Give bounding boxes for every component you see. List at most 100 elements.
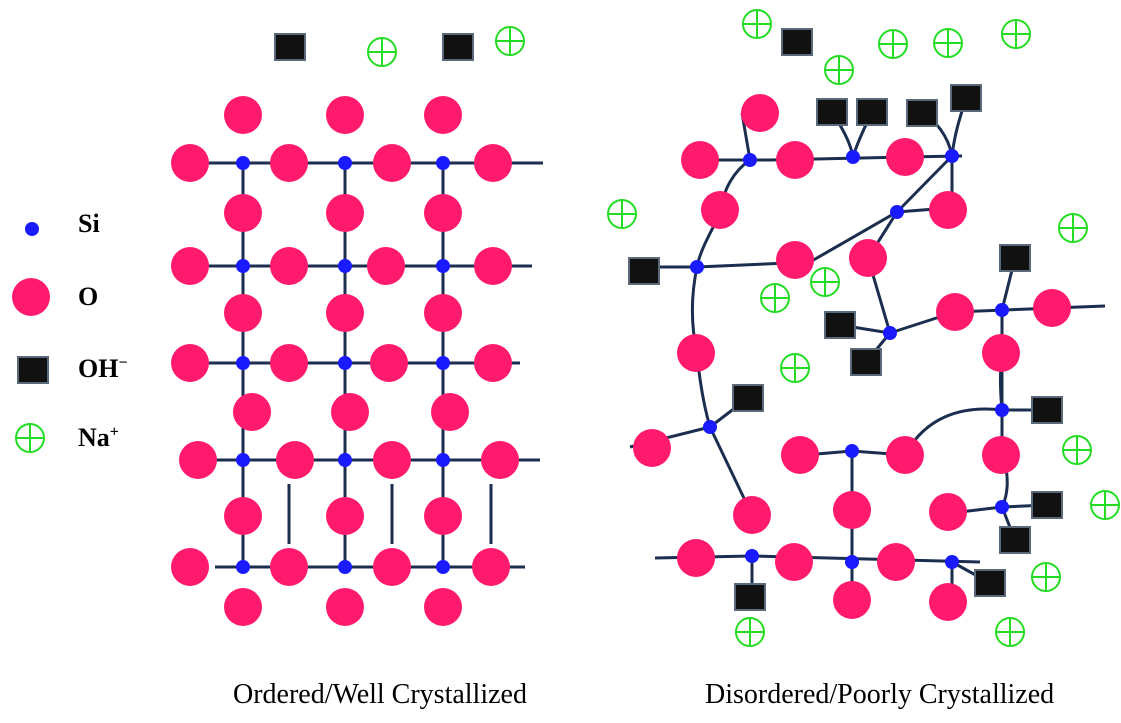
hydroxide-ion	[850, 348, 882, 376]
sodium-ion	[1090, 490, 1120, 520]
silicon-atom	[236, 259, 250, 273]
silicon-atom	[338, 356, 352, 370]
oxygen-atom	[929, 493, 967, 531]
oxygen-atom	[224, 194, 262, 232]
sodium-ion	[1031, 562, 1061, 592]
silicon-atom	[338, 156, 352, 170]
hydroxide-ion	[734, 583, 766, 611]
silicon-atom	[945, 149, 959, 163]
sodium-ion	[1001, 19, 1031, 49]
oxygen-atom	[424, 194, 462, 232]
sodium-ion	[735, 617, 765, 647]
oxygen-atom	[424, 294, 462, 332]
silicon-atom	[25, 222, 39, 236]
hydroxide-ion	[1031, 491, 1063, 519]
oxygen-atom	[326, 96, 364, 134]
hydroxide-ion	[628, 257, 660, 285]
silicon-atom	[236, 156, 250, 170]
silicon-atom	[846, 150, 860, 164]
oxygen-atom	[833, 581, 871, 619]
oxygen-atom	[424, 588, 462, 626]
hydroxide-ion	[781, 28, 813, 56]
hydroxide-ion	[274, 33, 306, 61]
oxygen-atom	[929, 583, 967, 621]
silicon-atom	[845, 555, 859, 569]
oxygen-atom	[233, 393, 271, 431]
oxygen-atom	[472, 548, 510, 586]
oxygen-atom	[331, 393, 369, 431]
oxygen-atom	[224, 588, 262, 626]
silicon-atom	[338, 453, 352, 467]
oxygen-atom	[886, 138, 924, 176]
legend-oh-base: OH	[78, 354, 119, 383]
oxygen-atom	[431, 393, 469, 431]
hydroxide-ion	[906, 99, 938, 127]
oxygen-atom	[677, 539, 715, 577]
hydroxide-ion	[950, 84, 982, 112]
bond-line	[895, 154, 954, 214]
hydroxide-ion	[824, 311, 856, 339]
sodium-ion	[810, 267, 840, 297]
oxygen-atom	[982, 334, 1020, 372]
legend-oh-charge: −	[118, 354, 128, 372]
oxygen-atom	[326, 588, 364, 626]
oxygen-atom	[224, 294, 262, 332]
sodium-ion	[1062, 435, 1092, 465]
oxygen-atom	[373, 441, 411, 479]
legend-na-base: Na	[78, 423, 110, 452]
oxygen-atom	[424, 497, 462, 535]
oxygen-atom	[481, 441, 519, 479]
legend-si-label: Si	[78, 209, 100, 238]
oxygen-atom	[424, 96, 462, 134]
oxygen-atom	[1033, 289, 1071, 327]
silicon-atom	[703, 420, 717, 434]
silicon-atom	[995, 303, 1009, 317]
silicon-atom	[338, 560, 352, 574]
oxygen-atom	[982, 436, 1020, 474]
oxygen-atom	[171, 344, 209, 382]
oxygen-atom	[741, 94, 779, 132]
oxygen-atom	[370, 344, 408, 382]
silicon-atom	[436, 453, 450, 467]
bond-line	[809, 210, 898, 264]
oxygen-atom	[474, 144, 512, 182]
oxygen-atom	[775, 543, 813, 581]
hydroxide-ion	[442, 33, 474, 61]
sodium-ion	[367, 37, 397, 67]
sodium-ion	[933, 28, 963, 58]
legend-o-label: O	[78, 282, 99, 311]
oxygen-atom	[776, 241, 814, 279]
oxygen-atom	[733, 496, 771, 534]
silicon-atom	[743, 153, 757, 167]
silicon-atom	[236, 453, 250, 467]
sodium-ion	[607, 199, 637, 229]
silicon-atom	[890, 205, 904, 219]
atoms	[12, 9, 1120, 647]
oxygen-atom	[681, 141, 719, 179]
sodium-ion	[878, 29, 908, 59]
oxygen-atom	[776, 141, 814, 179]
oxygen-atom	[224, 96, 262, 134]
oxygen-atom	[270, 548, 308, 586]
oxygen-atom	[833, 491, 871, 529]
sodium-ion	[742, 9, 772, 39]
bond-line	[959, 505, 1003, 514]
legend-oh-label: OH−	[78, 354, 128, 384]
oxygen-atom	[12, 278, 50, 316]
hydroxide-ion	[732, 384, 764, 412]
silicon-atom	[845, 444, 859, 458]
hydroxide-ion	[1031, 396, 1063, 424]
hydroxide-ion	[816, 98, 848, 126]
legend-na-charge: +	[109, 423, 119, 441]
silicon-atom	[436, 259, 450, 273]
oxygen-atom	[877, 543, 915, 581]
caption-disordered: Disordered/Poorly Crystallized	[705, 679, 1055, 710]
oxygen-atom	[929, 191, 967, 229]
oxygen-atom	[171, 548, 209, 586]
silicon-atom	[436, 156, 450, 170]
legend-na-label: Na+	[78, 423, 119, 453]
oxygen-atom	[179, 441, 217, 479]
oxygen-atom	[886, 436, 924, 474]
hydroxide-ion	[974, 569, 1006, 597]
sodium-ion	[780, 353, 810, 383]
